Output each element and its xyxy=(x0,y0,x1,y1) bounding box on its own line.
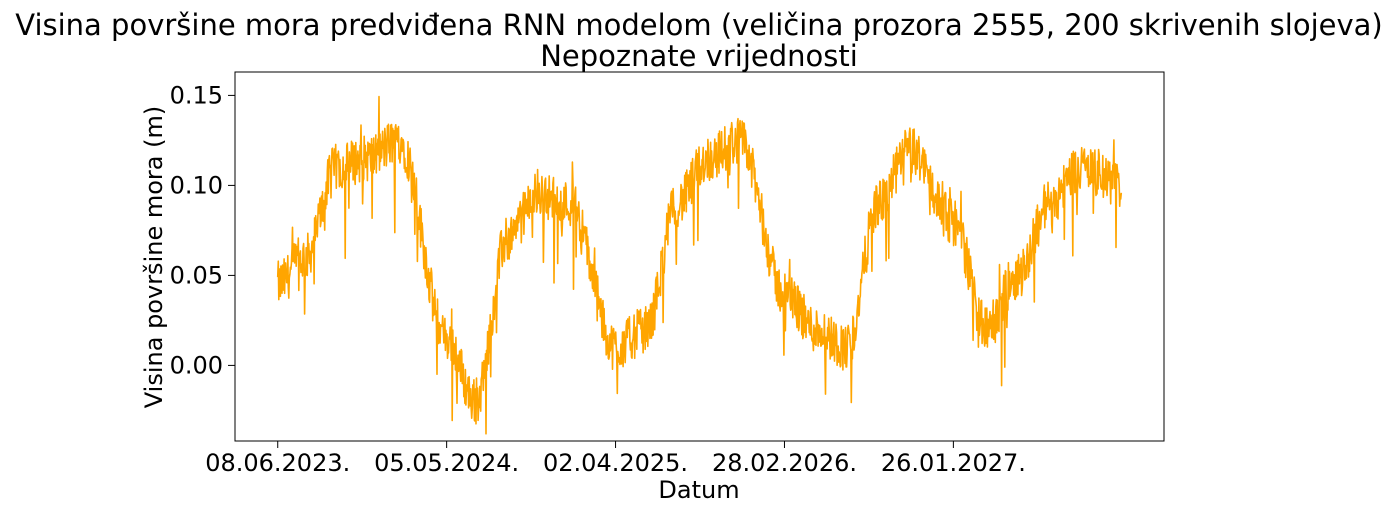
x-axis-label: Datum xyxy=(658,476,739,504)
y-tick-label: 0.00 xyxy=(170,351,223,379)
chart-title: Visina površine mora predviđena RNN mode… xyxy=(15,8,1383,42)
y-tick-label: 0.15 xyxy=(170,81,223,109)
y-tick-label: 0.05 xyxy=(170,261,223,289)
y-tick-label: 0.10 xyxy=(170,171,223,199)
x-tick-label: 02.04.2025. xyxy=(543,449,688,477)
x-tick-label: 28.02.2026. xyxy=(712,449,857,477)
y-axis: 0.00 0.05 0.10 0.15 xyxy=(170,81,235,379)
x-axis: 08.06.2023. 05.05.2024. 02.04.2025. 28.02.2… xyxy=(205,441,1026,477)
x-tick-label: 08.06.2023. xyxy=(205,449,350,477)
plot-frame xyxy=(234,71,1165,442)
x-tick-label: 05.05.2024. xyxy=(374,449,519,477)
x-tick-label: 26.01.2027. xyxy=(881,449,1026,477)
y-axis-label: Visina površine mora (m) xyxy=(140,106,168,408)
chart-subtitle: Nepoznate vrijednosti xyxy=(540,39,858,73)
series-line xyxy=(276,95,1123,435)
